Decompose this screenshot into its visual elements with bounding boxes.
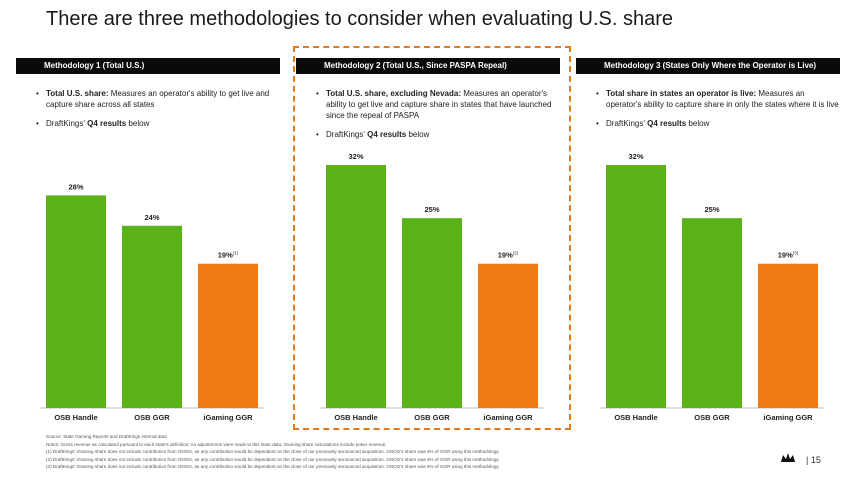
data-label: 24% [144, 213, 159, 222]
q4-suffix: below [126, 119, 150, 128]
definition-bullet: Total U.S. share, excluding Nevada: Meas… [316, 88, 560, 121]
definition-lead: Total share in states an operator is liv… [606, 89, 757, 98]
definition-text: Measures an operator's ability to get li… [326, 89, 552, 120]
data-label: 32% [348, 152, 363, 161]
definition-text: Measures an operator's ability to captur… [606, 89, 839, 109]
footer-source: Source: State Gaming Reports and DraftKi… [46, 434, 167, 439]
q4-results-bullet: DraftKings' Q4 results below [316, 129, 560, 140]
q4-results-bullet: DraftKings' Q4 results below [36, 118, 280, 129]
q4-suffix: below [686, 119, 710, 128]
methodology-1-bullets: Total U.S. share: Measures an operator's… [16, 88, 280, 129]
category-label: OSB GGR [414, 413, 450, 422]
bar-osb-handle [606, 165, 666, 408]
methodology-3-chart: 32% OSB Handle 25% OSB GGR 19%(3) iGaming GGR [600, 152, 824, 422]
footnote-marker: (3) [793, 251, 799, 256]
data-label: 32% [628, 152, 643, 161]
footnote-1: (1) DraftKings' iGaming share does not i… [46, 449, 500, 455]
footnote-2: (2) DraftKings' iGaming share does not i… [46, 456, 500, 462]
definition-text: Measures an operator's ability to get li… [46, 89, 270, 109]
bar-osb-ggr [122, 225, 182, 408]
footer-notes: Source: State Gaming Reports and DraftKi… [46, 433, 666, 471]
bar-osb-handle [326, 165, 386, 408]
definition-bullet: Total share in states an operator is liv… [596, 88, 840, 110]
q4-results-bullet: DraftKings' Q4 results below [596, 118, 840, 129]
category-label: iGaming GGR [203, 413, 253, 422]
footnote-marker: (2) [513, 251, 519, 256]
bar-osb-ggr [682, 218, 742, 408]
category-label: OSB GGR [134, 413, 170, 422]
bar-igaming-ggr [758, 263, 818, 408]
q4-suffix: below [406, 130, 430, 139]
q4-prefix: DraftKings' [606, 119, 648, 128]
methodology-3-bullets: Total share in states an operator is liv… [576, 88, 840, 129]
methodology-1-chart: 28% OSB Handle 24% OSB GGR 19%(1) iGaming GGR [40, 182, 264, 422]
methodology-3-header: Methodology 3 (States Only Where the Ope… [576, 58, 840, 74]
data-label: 19%(3) [778, 251, 799, 260]
category-label: iGaming GGR [483, 413, 533, 422]
methodology-1-header: Methodology 1 (Total U.S.) [16, 58, 280, 74]
category-label: OSB Handle [614, 413, 657, 422]
footnote-3: (3) DraftKings' iGaming share does not i… [46, 464, 500, 470]
bar-igaming-ggr [478, 263, 538, 408]
data-label: 28% [68, 182, 83, 191]
category-label: OSB Handle [54, 413, 97, 422]
q4-bold: Q4 results [367, 130, 407, 139]
methodology-2-highlight-box [293, 46, 571, 430]
bar-osb-handle [46, 195, 106, 408]
definition-lead: Total U.S. share, excluding Nevada: [326, 89, 461, 98]
page-number: | 15 [806, 455, 821, 465]
crown-logo-icon [781, 453, 795, 462]
q4-bold: Q4 results [87, 119, 127, 128]
methodology-2-column: Methodology 2 (Total U.S., Since PASPA R… [296, 58, 560, 422]
bar-osb-ggr [402, 218, 462, 408]
q4-prefix: DraftKings' [326, 130, 368, 139]
category-label: iGaming GGR [763, 413, 813, 422]
q4-bold: Q4 results [647, 119, 687, 128]
page-title: There are three methodologies to conside… [46, 8, 674, 30]
bar-igaming-ggr [198, 263, 258, 408]
category-label: OSB Handle [334, 413, 377, 422]
definition-lead: Total U.S. share: [46, 89, 109, 98]
category-label: OSB GGR [694, 413, 730, 422]
methodology-3-column: Methodology 3 (States Only Where the Ope… [576, 58, 840, 422]
footer-notes-line: Notes: Gross revenue as calculated pursu… [46, 441, 387, 447]
footnote-marker: (1) [233, 251, 239, 256]
q4-prefix: DraftKings' [46, 119, 88, 128]
methodology-2-chart: 32% OSB Handle 25% OSB GGR 19%(2) iGaming GGR [320, 152, 544, 422]
data-label: 25% [424, 205, 439, 214]
data-label: 19%(1) [218, 251, 239, 260]
methodology-1-column: Methodology 1 (Total U.S.) Total U.S. sh… [16, 58, 280, 422]
data-label: 19%(2) [498, 251, 519, 260]
definition-bullet: Total U.S. share: Measures an operator's… [36, 88, 280, 110]
data-label: 25% [704, 205, 719, 214]
methodology-2-bullets: Total U.S. share, excluding Nevada: Meas… [296, 88, 560, 140]
methodology-2-header: Methodology 2 (Total U.S., Since PASPA R… [296, 58, 560, 74]
